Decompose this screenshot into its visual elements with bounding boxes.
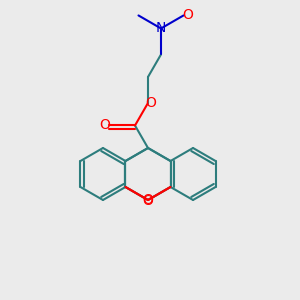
Text: O: O xyxy=(142,193,153,207)
Text: N: N xyxy=(156,22,166,35)
Text: O: O xyxy=(142,194,153,208)
Text: O: O xyxy=(100,118,110,133)
Text: O: O xyxy=(182,8,193,22)
Text: O: O xyxy=(146,96,156,110)
